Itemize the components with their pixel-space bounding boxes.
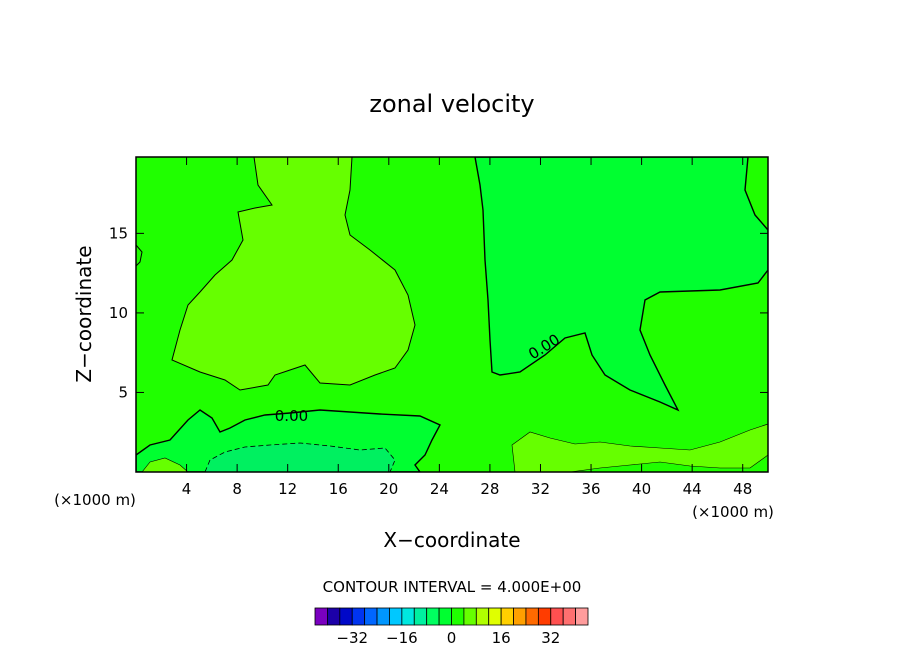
region-lower-core bbox=[204, 442, 396, 472]
colorbar-swatch bbox=[401, 607, 415, 626]
x-tick-label: 16 bbox=[329, 480, 348, 498]
x-tick-label: 20 bbox=[379, 480, 398, 498]
y-axis-label: Z−coordinate bbox=[72, 245, 96, 382]
region-bottom-patch-left bbox=[141, 457, 189, 472]
x-unit-left: (×1000 m) bbox=[54, 491, 136, 509]
y-tick-label: 15 bbox=[109, 224, 128, 242]
y-tick-label: 10 bbox=[109, 304, 128, 322]
colorbar-labels: −32 −16 0 16 32 bbox=[336, 629, 560, 647]
region-bottom-patch-right bbox=[511, 423, 768, 472]
x-tick-label: 4 bbox=[182, 480, 192, 498]
x-tick-label: 48 bbox=[733, 480, 752, 498]
chart-title: zonal velocity bbox=[369, 90, 534, 118]
colorbar-swatch bbox=[314, 607, 328, 626]
x-tick-label: 24 bbox=[430, 480, 449, 498]
colorbar-tick-label: −32 bbox=[336, 629, 368, 647]
colorbar bbox=[314, 607, 589, 626]
x-tick-label: 44 bbox=[683, 480, 702, 498]
colorbar-swatch bbox=[438, 607, 452, 626]
x-tick-label: 12 bbox=[278, 480, 297, 498]
colorbar-swatch bbox=[475, 607, 490, 626]
x-unit-right: (×1000 m) bbox=[692, 503, 774, 521]
colorbar-swatch bbox=[376, 607, 390, 626]
contour-interval-text: CONTOUR INTERVAL = 4.000E+00 bbox=[323, 578, 582, 596]
colorbar-swatch bbox=[550, 607, 564, 626]
colorbar-swatch bbox=[426, 607, 440, 626]
x-tick-label: 8 bbox=[232, 480, 242, 498]
plot-frame bbox=[135, 156, 769, 473]
colorbar-swatch bbox=[513, 607, 527, 626]
region-upper-left-plume bbox=[171, 157, 416, 391]
colorbar-swatch bbox=[389, 607, 403, 626]
colorbar-swatch bbox=[525, 607, 539, 626]
x-tick-label: 28 bbox=[480, 480, 499, 498]
colorbar-swatch bbox=[327, 607, 341, 626]
colorbar-swatch bbox=[537, 607, 552, 626]
colorbar-swatch bbox=[364, 607, 378, 626]
x-axis-label: X−coordinate bbox=[383, 528, 520, 552]
colorbar-tick-label: 0 bbox=[447, 629, 457, 647]
colorbar-swatch bbox=[488, 607, 502, 626]
colorbar-tick-label: 32 bbox=[541, 629, 560, 647]
colorbar-swatch bbox=[413, 607, 428, 626]
colorbar-swatch bbox=[451, 607, 465, 626]
x-axis-ticks: 4 8 12 16 20 24 28 32 36 40 44 48 bbox=[182, 157, 752, 498]
colorbar-swatch bbox=[562, 607, 576, 626]
colorbar-swatch bbox=[351, 607, 366, 626]
x-tick-label: 32 bbox=[531, 480, 550, 498]
region-right-negative bbox=[474, 157, 768, 412]
colorbar-tick-label: 16 bbox=[492, 629, 511, 647]
contour-line-left-edge bbox=[136, 244, 143, 267]
contour-label: 0.00 bbox=[275, 407, 308, 425]
colorbar-swatch bbox=[339, 607, 353, 626]
y-axis-ticks: 5 10 15 bbox=[109, 224, 768, 401]
colorbar-swatch bbox=[575, 607, 589, 626]
x-tick-label: 40 bbox=[632, 480, 651, 498]
x-tick-label: 36 bbox=[581, 480, 600, 498]
colorbar-swatch bbox=[463, 607, 477, 626]
y-tick-label: 5 bbox=[118, 383, 128, 401]
colorbar-swatch bbox=[500, 607, 514, 626]
colorbar-tick-label: −16 bbox=[386, 629, 418, 647]
